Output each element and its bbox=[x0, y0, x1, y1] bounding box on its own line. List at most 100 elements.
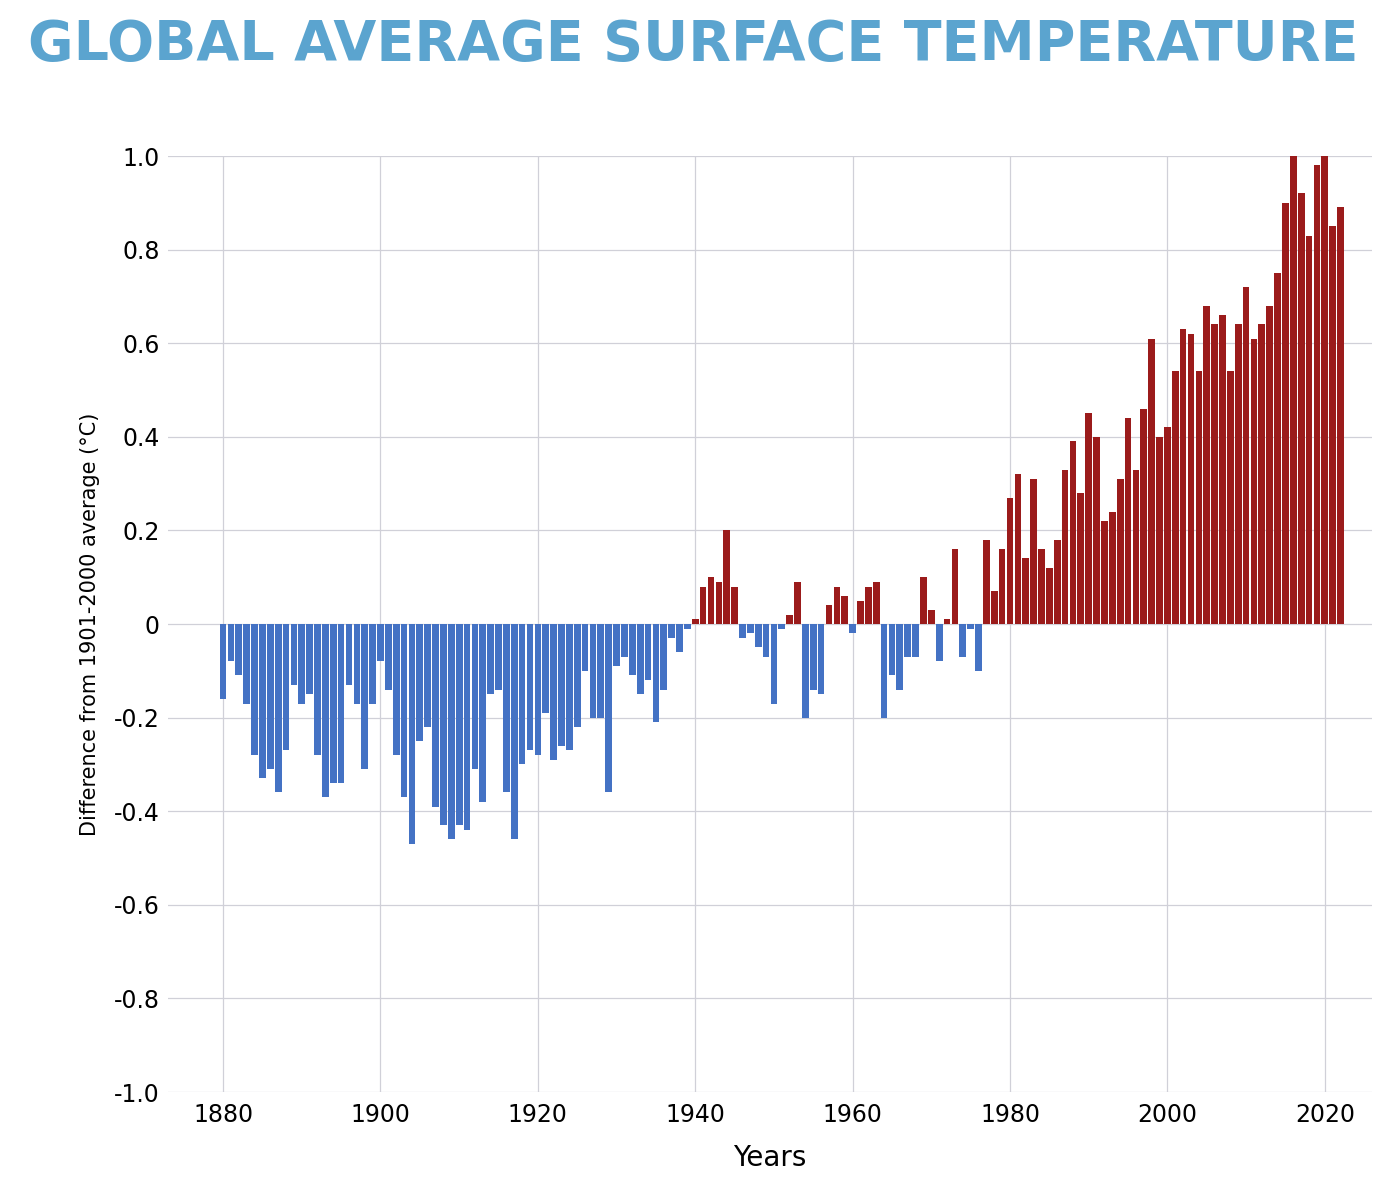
Bar bbox=[755, 624, 762, 647]
Bar bbox=[1148, 338, 1155, 624]
Bar bbox=[637, 624, 644, 694]
Bar bbox=[1274, 272, 1281, 624]
Bar bbox=[385, 624, 392, 690]
Bar bbox=[1235, 324, 1242, 624]
Bar bbox=[1306, 235, 1312, 624]
Bar bbox=[1180, 329, 1186, 624]
Bar bbox=[967, 624, 974, 629]
Bar bbox=[724, 530, 729, 624]
Bar bbox=[526, 624, 533, 750]
Bar bbox=[1337, 208, 1344, 624]
Bar bbox=[1039, 550, 1044, 624]
Bar bbox=[1124, 418, 1131, 624]
Bar bbox=[1172, 371, 1179, 624]
Bar bbox=[991, 592, 998, 624]
Bar bbox=[913, 624, 918, 656]
Bar bbox=[652, 624, 659, 722]
Bar bbox=[1187, 334, 1194, 624]
Bar bbox=[976, 624, 981, 671]
Bar bbox=[1243, 287, 1249, 624]
Bar bbox=[952, 550, 958, 624]
Bar bbox=[661, 624, 668, 690]
X-axis label: Years: Years bbox=[734, 1144, 806, 1171]
Bar bbox=[1250, 338, 1257, 624]
Bar bbox=[802, 624, 809, 718]
Bar bbox=[582, 624, 588, 671]
Bar bbox=[1007, 498, 1014, 624]
Bar bbox=[1046, 568, 1053, 624]
Bar bbox=[763, 624, 770, 656]
Bar bbox=[354, 624, 360, 703]
Bar bbox=[629, 624, 636, 676]
Bar bbox=[998, 550, 1005, 624]
Bar bbox=[1289, 151, 1296, 624]
Bar bbox=[259, 624, 266, 779]
Bar bbox=[519, 624, 525, 764]
Bar bbox=[440, 624, 447, 826]
Bar bbox=[598, 624, 605, 718]
Bar bbox=[935, 624, 942, 661]
Bar bbox=[1133, 469, 1140, 624]
Bar bbox=[1085, 413, 1092, 624]
Bar bbox=[433, 624, 438, 806]
Bar bbox=[833, 587, 840, 624]
Bar bbox=[448, 624, 455, 839]
Bar bbox=[896, 624, 903, 690]
Bar bbox=[881, 624, 888, 718]
Bar bbox=[228, 624, 234, 661]
Bar bbox=[267, 624, 273, 769]
Bar bbox=[377, 624, 384, 661]
Bar bbox=[337, 624, 344, 784]
Bar bbox=[748, 624, 753, 634]
Bar bbox=[346, 624, 353, 685]
Bar bbox=[1313, 166, 1320, 624]
Bar bbox=[1282, 203, 1289, 624]
Bar bbox=[550, 624, 557, 760]
Bar bbox=[463, 624, 470, 830]
Bar bbox=[668, 624, 675, 638]
Bar bbox=[715, 582, 722, 624]
Bar bbox=[1030, 479, 1037, 624]
Bar bbox=[1093, 437, 1100, 624]
Bar bbox=[574, 624, 581, 727]
Bar bbox=[283, 624, 290, 750]
Bar bbox=[692, 619, 699, 624]
Bar bbox=[1267, 306, 1273, 624]
Bar bbox=[244, 624, 251, 703]
Bar bbox=[770, 624, 777, 703]
Bar bbox=[1298, 193, 1305, 624]
Bar bbox=[622, 624, 627, 656]
Bar bbox=[472, 624, 479, 769]
Bar bbox=[983, 540, 990, 624]
Bar bbox=[1163, 427, 1170, 624]
Bar bbox=[479, 624, 486, 802]
Bar bbox=[298, 624, 305, 703]
Bar bbox=[307, 624, 314, 694]
Bar bbox=[1196, 371, 1203, 624]
Bar bbox=[811, 624, 816, 690]
Bar bbox=[314, 624, 321, 755]
Bar bbox=[400, 624, 407, 797]
Bar bbox=[370, 624, 377, 703]
Bar bbox=[487, 624, 494, 694]
Bar bbox=[841, 596, 848, 624]
Y-axis label: Difference from 1901-2000 average (°C): Difference from 1901-2000 average (°C) bbox=[80, 413, 99, 835]
Bar bbox=[1219, 316, 1226, 624]
Bar bbox=[322, 624, 329, 797]
Bar bbox=[904, 624, 911, 656]
Bar bbox=[361, 624, 368, 769]
Bar bbox=[700, 587, 707, 624]
Bar bbox=[605, 624, 612, 792]
Bar bbox=[731, 587, 738, 624]
Bar bbox=[1015, 474, 1021, 624]
Bar bbox=[1061, 469, 1068, 624]
Bar bbox=[928, 610, 935, 624]
Bar bbox=[676, 624, 683, 652]
Bar bbox=[1259, 324, 1266, 624]
Bar bbox=[542, 624, 549, 713]
Bar bbox=[778, 624, 785, 629]
Bar bbox=[1156, 437, 1163, 624]
Bar bbox=[613, 624, 620, 666]
Bar bbox=[739, 624, 746, 638]
Bar bbox=[559, 624, 564, 745]
